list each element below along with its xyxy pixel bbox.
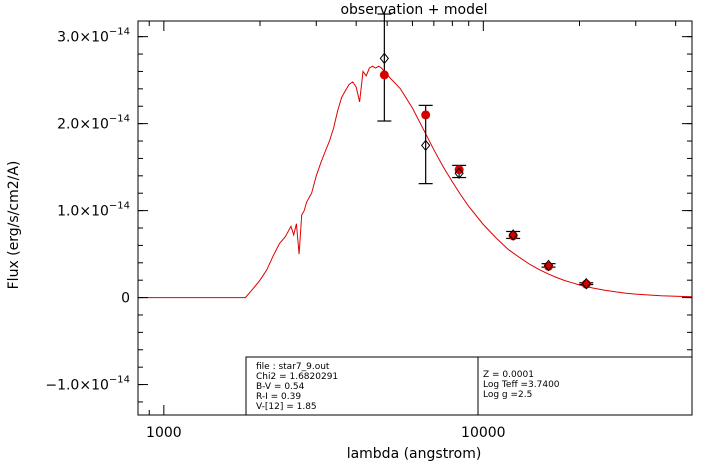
y-tick-label: −1.0×10−14 [45, 375, 130, 394]
observed-point [379, 52, 389, 65]
x-axis-label: lambda (angstrom) [347, 446, 482, 462]
model-point [379, 70, 389, 80]
x-tick-label: 10000 [461, 425, 506, 441]
observed-point [421, 139, 431, 152]
observed-point [508, 229, 518, 241]
model-point [454, 165, 464, 175]
y-tick-label: 0 [121, 291, 130, 307]
info-left-line: Chi2 = 1.6820291 [256, 372, 338, 382]
info-right-line: Z = 0.0001 [483, 370, 534, 380]
model-point [508, 231, 518, 241]
y-axis-label: Flux (erg/s/cm2/A) [6, 161, 22, 290]
chart-title: observation + model [340, 2, 487, 18]
info-left-line: R-I = 0.39 [256, 392, 301, 402]
info-left-line: file : star7_9.out [256, 362, 330, 372]
observed-point [543, 259, 554, 272]
info-left-line: V-[12] = 1.85 [256, 402, 317, 412]
info-left-line: B-V = 0.54 [256, 382, 305, 392]
x-tick-label: 1000 [146, 425, 182, 441]
model-point [421, 110, 431, 120]
observed-point [454, 167, 464, 180]
y-tick-label: 3.0×10−14 [57, 27, 130, 46]
y-tick-label: 1.0×10−14 [57, 201, 130, 220]
info-right-line: Log g =2.5 [483, 390, 532, 400]
model-spectrum-line [138, 65, 693, 299]
y-tick-label: 2.0×10−14 [57, 114, 130, 133]
model-point [544, 261, 554, 271]
observed-point [581, 277, 591, 290]
info-box-frame [245, 356, 693, 416]
info-right-line: Log Teff =3.7400 [483, 380, 560, 390]
plot-frame [137, 20, 693, 416]
